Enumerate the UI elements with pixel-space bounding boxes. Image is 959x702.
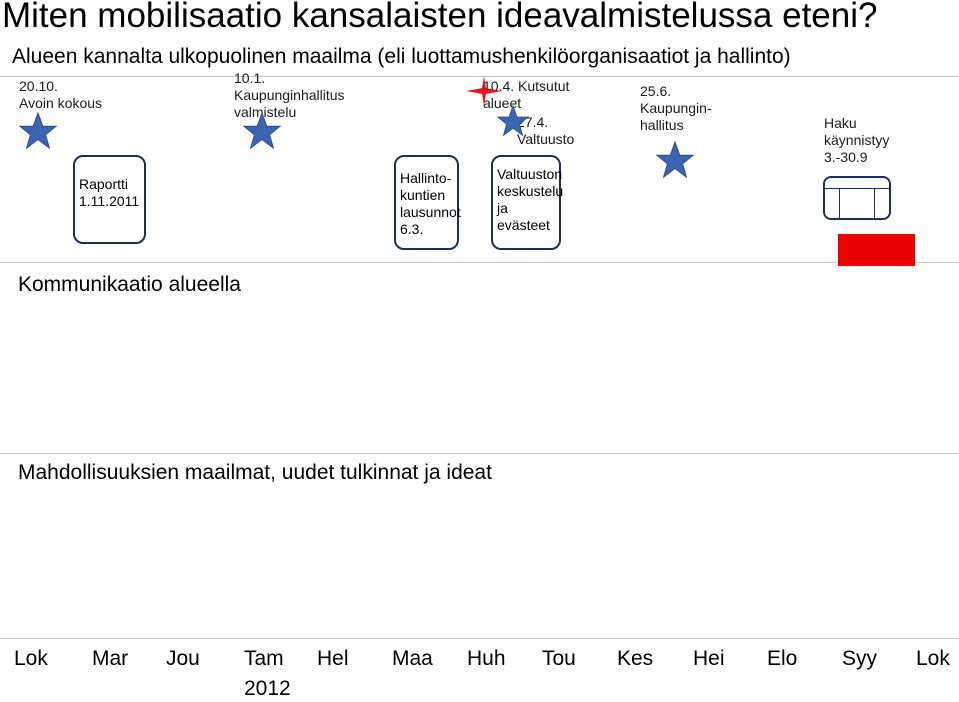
month-label: Huh bbox=[467, 647, 506, 670]
month-label: Lok bbox=[14, 647, 48, 670]
band-divider-communication bbox=[0, 262, 959, 263]
month-label: Jou bbox=[166, 647, 200, 670]
month-label: Maa bbox=[392, 647, 433, 670]
month-label: Mar bbox=[92, 647, 129, 670]
star-icon bbox=[656, 141, 694, 179]
band-label-communication: Kommunikaatio alueella bbox=[18, 273, 241, 296]
box-hallintokuntien-lausunnot: Hallinto-kuntien lausunnot 6.3. bbox=[394, 155, 461, 250]
band-divider-timeline bbox=[0, 638, 959, 639]
month-label: Hel bbox=[317, 647, 349, 670]
red-block bbox=[838, 234, 915, 266]
page-subtitle: Alueen kannalta ulkopuolinen maailma (el… bbox=[12, 45, 791, 68]
month-label: Tam bbox=[244, 647, 284, 670]
month-label: Lok bbox=[916, 647, 950, 670]
event-kutsutut-alueet: 10.4. Kutsutut alueet bbox=[483, 78, 570, 111]
box-valtuuston-keskustelu: Valtuuston keskustelu ja evästeet bbox=[491, 155, 563, 250]
box-raportti: Raportti 1.11.2011 bbox=[73, 155, 146, 244]
band-divider-top bbox=[0, 76, 959, 77]
event-avoin-kokous: 20.10. Avoin kokous bbox=[19, 78, 103, 111]
page-title: Miten mobilisaatio kansalaisten ideavalm… bbox=[2, 0, 878, 35]
event-kaupunginhallitus: 25.6. Kaupungin-hallitus bbox=[640, 83, 712, 133]
band-divider-possibilities bbox=[0, 453, 959, 454]
box-haku-frame bbox=[823, 176, 891, 220]
month-label: Elo bbox=[767, 647, 798, 670]
month-label: Syy bbox=[842, 647, 878, 670]
star-icon bbox=[497, 105, 529, 137]
star-icon bbox=[19, 112, 57, 150]
event-kaupunginhallitus-valmistelu: 10.1. Kaupunginhallitus valmistelu bbox=[234, 70, 345, 120]
red-star-icon bbox=[466, 75, 502, 107]
year-label: 2012 bbox=[244, 677, 291, 700]
star-icon bbox=[243, 112, 281, 150]
event-haku-kaynnistyy: Haku käynnistyy 3.-30.9 bbox=[824, 115, 890, 165]
month-label: Hei bbox=[693, 647, 725, 670]
month-label: Kes bbox=[617, 647, 654, 670]
month-label: Tou bbox=[542, 647, 576, 670]
band-label-possibilities: Mahdollisuuksien maailmat, uudet tulkinn… bbox=[18, 461, 492, 484]
